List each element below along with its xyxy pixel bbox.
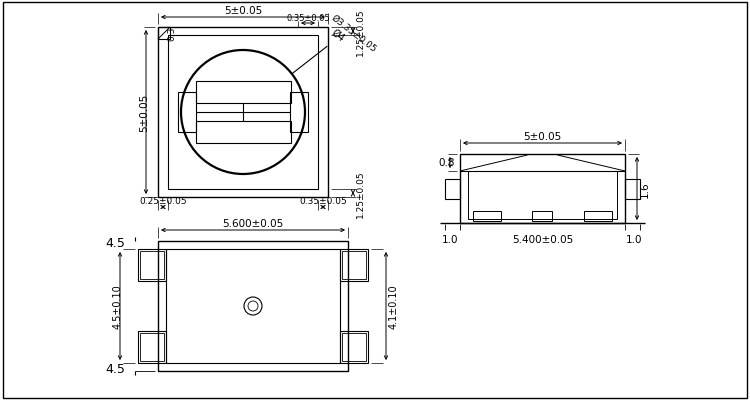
- Text: 0.25±0.05: 0.25±0.05: [140, 196, 187, 205]
- Text: 5±0.05: 5±0.05: [139, 94, 149, 132]
- Bar: [340, 249, 368, 281]
- Text: 4.5: 4.5: [105, 237, 125, 250]
- Text: 5.400±0.05: 5.400±0.05: [512, 235, 573, 244]
- Text: 1.0: 1.0: [442, 235, 459, 244]
- Bar: [342, 251, 366, 279]
- Bar: [460, 155, 625, 223]
- Text: 5±0.05: 5±0.05: [524, 132, 562, 142]
- Text: 4.1±0.10: 4.1±0.10: [389, 284, 399, 328]
- Text: 1.25±0.05: 1.25±0.05: [356, 8, 365, 56]
- Bar: [158, 28, 170, 40]
- Text: Ø4: Ø4: [329, 28, 346, 44]
- Bar: [178, 93, 196, 133]
- Bar: [158, 28, 328, 198]
- Text: 5±0.05: 5±0.05: [224, 6, 262, 16]
- Bar: [168, 36, 318, 190]
- Bar: [468, 172, 617, 219]
- Bar: [445, 180, 460, 200]
- Text: 5.600±0.05: 5.600±0.05: [222, 219, 284, 229]
- Text: 1.6: 1.6: [640, 181, 650, 197]
- Text: 0.3: 0.3: [167, 27, 176, 41]
- Text: 0.35±0.05: 0.35±0.05: [286, 14, 330, 23]
- Bar: [290, 93, 308, 133]
- Bar: [166, 249, 340, 363]
- Bar: [584, 211, 612, 221]
- Bar: [625, 180, 640, 200]
- Text: 1.0: 1.0: [626, 235, 643, 244]
- Bar: [196, 82, 290, 104]
- Text: 1.25±0.05: 1.25±0.05: [356, 170, 365, 217]
- Bar: [158, 241, 348, 371]
- Bar: [196, 122, 290, 144]
- Bar: [532, 211, 553, 221]
- Bar: [473, 211, 501, 221]
- Text: 0.8: 0.8: [439, 158, 455, 168]
- Bar: [340, 331, 368, 363]
- Bar: [140, 251, 164, 279]
- Text: 4.5±0.10: 4.5±0.10: [113, 284, 123, 328]
- Bar: [140, 333, 164, 361]
- Text: Ø3.35±0.05: Ø3.35±0.05: [329, 13, 378, 54]
- Text: 4.5: 4.5: [105, 363, 125, 376]
- Bar: [342, 333, 366, 361]
- Bar: [138, 249, 166, 281]
- Bar: [138, 331, 166, 363]
- Text: 0.35±0.05: 0.35±0.05: [299, 196, 346, 205]
